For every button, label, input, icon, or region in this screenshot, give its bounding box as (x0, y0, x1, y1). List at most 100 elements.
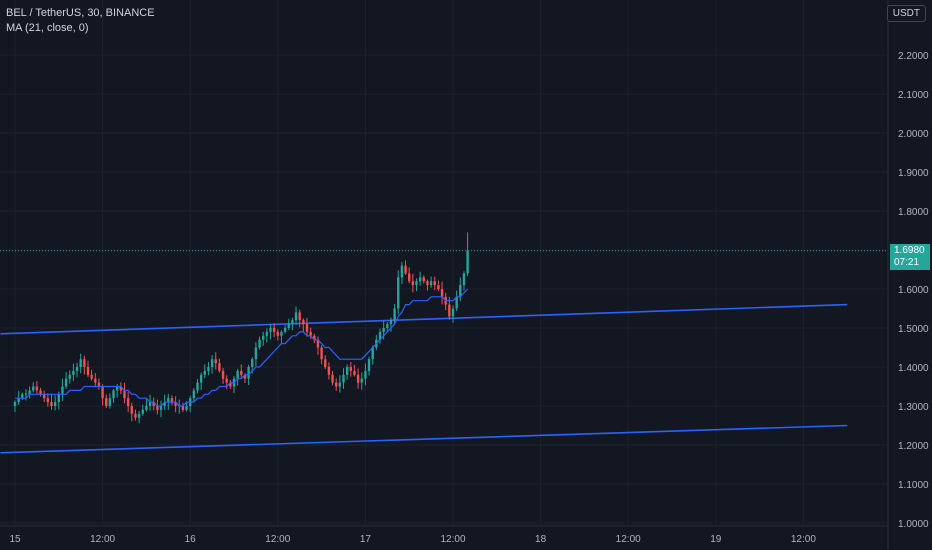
time-tick-label: 18 (535, 534, 547, 545)
trend-lines[interactable] (0, 303, 848, 454)
time-tick-label: 19 (710, 534, 722, 545)
candle-body (389, 320, 393, 325)
candle-body (313, 335, 316, 340)
candle-body (53, 402, 57, 406)
candle-body (21, 394, 24, 399)
candle-body (181, 406, 185, 410)
candle-body (221, 370, 225, 379)
candle-body (429, 281, 433, 286)
candle-body (207, 367, 210, 371)
candle-body (272, 328, 276, 332)
price-tick-label: 1.0000 (898, 519, 929, 530)
candle-body (50, 402, 53, 406)
candle-body (294, 312, 298, 321)
price-tick-label: 1.8000 (898, 207, 929, 218)
candle-body (393, 308, 396, 321)
candle-body (287, 324, 290, 328)
candle-body (225, 378, 228, 383)
candle-body (116, 386, 119, 391)
candle-body (254, 347, 258, 360)
candle-body (397, 277, 400, 309)
price-tick-label: 1.9000 (898, 168, 929, 179)
candle-body (192, 390, 196, 399)
time-tick-label: 15 (9, 534, 21, 545)
candle-body (119, 386, 123, 391)
symbol-title: BEL / TetherUS, 30, BINANCE (6, 7, 155, 19)
candle-body (43, 394, 46, 399)
time-tick-label: 17 (360, 534, 372, 545)
candle-body (90, 374, 93, 379)
time-tick-label: 12:00 (265, 534, 290, 545)
candle-body (386, 324, 389, 328)
candle-body (462, 273, 466, 286)
candle-body (148, 402, 152, 406)
candle-body (156, 406, 159, 410)
candle-body (433, 281, 436, 286)
candle-body (210, 359, 214, 367)
candle-body (283, 328, 287, 332)
candle-body (305, 324, 309, 332)
candle-body (345, 367, 349, 375)
candle-body (97, 382, 101, 387)
candle-body (86, 367, 90, 375)
candle-body (356, 374, 360, 383)
candle-body (324, 359, 327, 367)
candle-body (364, 370, 367, 379)
candle-body (302, 320, 305, 325)
candle-body (24, 393, 28, 395)
candle-body (251, 359, 254, 367)
candle-body (466, 250, 469, 274)
time-axis[interactable]: 15 12:00 16 12:00 17 12:00 18 12:00 19 12:00 (9, 534, 816, 545)
candle-body (349, 367, 352, 371)
currency-button[interactable]: USDT (886, 5, 926, 22)
candle-body (258, 339, 261, 348)
candle-body (145, 406, 148, 410)
candle-body (335, 382, 338, 387)
candle-body (459, 285, 462, 297)
candle-body (167, 398, 170, 403)
candle-body (229, 382, 232, 387)
candle-body (418, 277, 422, 282)
price-tick-label: 1.1000 (898, 480, 929, 491)
candle-body (105, 398, 108, 406)
last-price-label: 1.6980 07:21 (890, 243, 930, 270)
candle-body (170, 398, 174, 403)
bar-countdown: 07:21 (894, 256, 920, 268)
candle-body (327, 367, 331, 375)
candle-body (17, 398, 20, 403)
upper-channel-line (0, 303, 848, 335)
candle-body (360, 378, 363, 383)
candle-body (35, 386, 39, 391)
indicator-legend[interactable]: MA (21, close, 0) (6, 22, 89, 34)
candle-body (185, 406, 188, 410)
candle-body (218, 363, 221, 371)
candle-body (265, 331, 269, 336)
candle-body (262, 335, 265, 340)
candle-body (298, 312, 301, 321)
candle-body (451, 308, 455, 317)
candle-body (57, 394, 60, 403)
candle-body (371, 347, 374, 360)
candle-body (72, 370, 75, 375)
candle-body (378, 331, 382, 340)
candle-body (123, 390, 126, 399)
price-axis[interactable]: 2.20002.10002.00001.90001.80001.70001.60… (898, 51, 929, 530)
candle-body (134, 413, 137, 418)
time-tick-label: 12:00 (791, 534, 816, 545)
candlesticks (13, 232, 469, 424)
candle-body (174, 402, 177, 406)
candle-body (112, 390, 115, 399)
candle-body (130, 406, 133, 414)
time-tick-label: 12:00 (440, 534, 465, 545)
candle-body (320, 347, 323, 360)
price-tick-label: 1.2000 (898, 441, 929, 452)
price-tick-label: 1.6000 (898, 285, 929, 296)
price-tick-label: 1.4000 (898, 363, 929, 374)
candle-body (126, 398, 130, 406)
candle-body (28, 390, 31, 395)
candle-body (247, 367, 250, 379)
moving-average (15, 288, 469, 407)
time-tick-label: 12:00 (90, 534, 115, 545)
candle-body (163, 402, 166, 406)
